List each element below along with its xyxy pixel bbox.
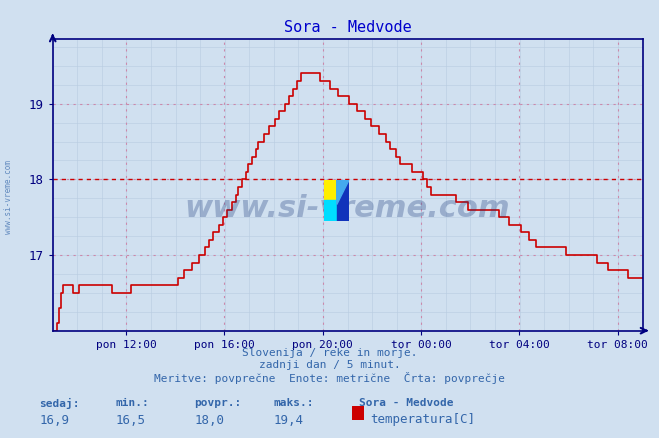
Text: temperatura[C]: temperatura[C] [370,413,475,426]
Text: 19,4: 19,4 [273,414,304,427]
Text: povpr.:: povpr.: [194,398,242,408]
Text: 16,5: 16,5 [115,414,146,427]
Text: Meritve: povprečne  Enote: metrične  Črta: povprečje: Meritve: povprečne Enote: metrične Črta:… [154,372,505,384]
Bar [324,180,337,201]
Text: min.:: min.: [115,398,149,408]
Polygon shape [337,180,349,205]
Text: zadnji dan / 5 minut.: zadnji dan / 5 minut. [258,360,401,370]
Text: Sora - Medvode: Sora - Medvode [359,398,453,408]
Text: sedaj:: sedaj: [40,398,80,409]
Text: maks.:: maks.: [273,398,314,408]
Bar [324,201,337,221]
Text: 16,9: 16,9 [40,414,70,427]
Text: www.si-vreme.com: www.si-vreme.com [4,160,13,234]
Text: www.si-vreme.com: www.si-vreme.com [185,194,511,223]
Text: 18,0: 18,0 [194,414,225,427]
Title: Sora - Medvode: Sora - Medvode [284,21,411,35]
Text: Slovenija / reke in morje.: Slovenija / reke in morje. [242,348,417,358]
Polygon shape [337,180,349,221]
